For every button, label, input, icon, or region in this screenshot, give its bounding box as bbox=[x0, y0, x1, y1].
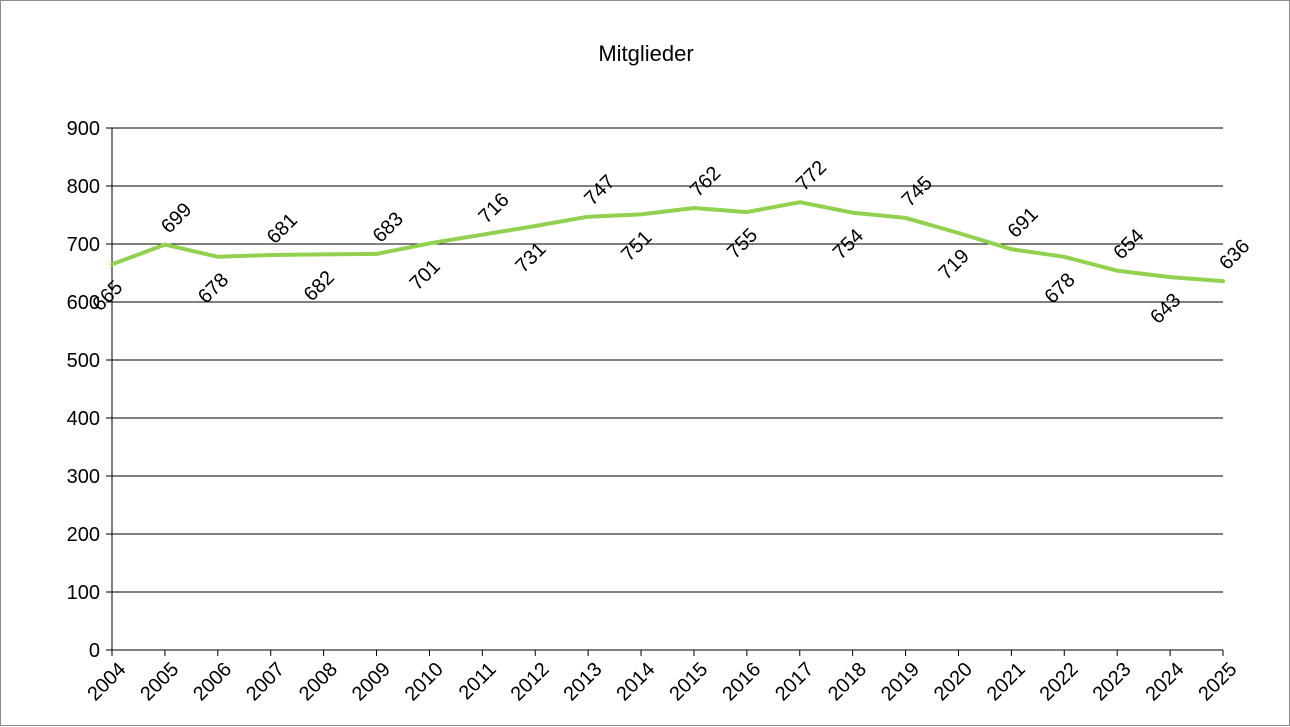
data-label: 681 bbox=[263, 209, 302, 248]
data-label: 636 bbox=[1215, 235, 1254, 274]
y-tick-label: 600 bbox=[67, 292, 100, 314]
data-label: 643 bbox=[1146, 289, 1185, 328]
x-tick-label: 2022 bbox=[1036, 658, 1083, 705]
x-tick-label: 2011 bbox=[455, 658, 501, 704]
x-tick-label: 2020 bbox=[930, 658, 977, 705]
x-tick-label: 2023 bbox=[1089, 658, 1136, 705]
data-label: 701 bbox=[406, 256, 445, 295]
data-label: 751 bbox=[617, 227, 656, 266]
x-tick-label: 2019 bbox=[877, 658, 924, 705]
x-tick-label: 2006 bbox=[189, 658, 236, 705]
x-tick-label: 2012 bbox=[507, 658, 554, 705]
data-label: 747 bbox=[580, 171, 619, 210]
y-tick-label: 900 bbox=[67, 118, 100, 140]
grid-lines bbox=[112, 127, 1223, 593]
data-labels: 6656996786816826837017167317477517627557… bbox=[88, 156, 1254, 328]
data-label: 716 bbox=[475, 189, 514, 228]
data-label: 754 bbox=[829, 225, 868, 264]
y-tick-label: 100 bbox=[67, 582, 100, 604]
data-label: 772 bbox=[792, 156, 831, 195]
y-tick-label: 300 bbox=[67, 466, 100, 488]
x-tick-label: 2015 bbox=[665, 658, 712, 705]
data-label: 654 bbox=[1109, 225, 1148, 264]
y-tick-label: 200 bbox=[67, 524, 100, 546]
x-tick-label: 2009 bbox=[348, 658, 395, 705]
series-layer bbox=[110, 200, 1225, 284]
x-tick-label: 2014 bbox=[612, 658, 659, 705]
series-line bbox=[110, 200, 1225, 284]
data-label: 755 bbox=[723, 224, 762, 263]
x-tick-label: 2018 bbox=[824, 658, 871, 705]
data-label: 762 bbox=[686, 162, 725, 201]
data-label: 719 bbox=[935, 245, 974, 284]
data-label: 682 bbox=[300, 267, 339, 306]
x-tick-label: 2016 bbox=[718, 658, 765, 705]
x-tick-label: 2017 bbox=[771, 658, 818, 705]
x-tick-label: 2021 bbox=[983, 658, 1030, 705]
x-tick-label: 2013 bbox=[560, 658, 607, 705]
y-tick-label: 0 bbox=[89, 640, 100, 662]
y-tick-label: 800 bbox=[67, 176, 100, 198]
x-tick-label: 2008 bbox=[295, 658, 342, 705]
data-label: 699 bbox=[157, 199, 196, 238]
y-tick-label: 500 bbox=[67, 350, 100, 372]
y-tick-labels: 0 100 200 300 400 500 600 700 800 900 bbox=[67, 118, 100, 662]
x-tick-label: 2024 bbox=[1141, 658, 1188, 705]
axes bbox=[106, 127, 1224, 656]
x-tick-label: 2005 bbox=[136, 658, 183, 705]
data-label: 683 bbox=[369, 208, 408, 247]
x-tick-label: 2007 bbox=[242, 658, 289, 705]
data-label: 691 bbox=[1004, 203, 1043, 242]
x-tick-label: 2004 bbox=[83, 658, 130, 705]
y-tick-label: 700 bbox=[67, 234, 100, 256]
x-tick-labels: 2004 2005 2006 2007 2008 2009 2010 2011 2012 2013… bbox=[83, 658, 1241, 705]
data-label: 745 bbox=[898, 172, 937, 211]
chart-title: Mitglieder bbox=[598, 41, 694, 66]
y-tick-label: 400 bbox=[67, 408, 100, 430]
x-tick-label: 2010 bbox=[401, 658, 448, 705]
x-tick-label: 2025 bbox=[1194, 658, 1241, 705]
